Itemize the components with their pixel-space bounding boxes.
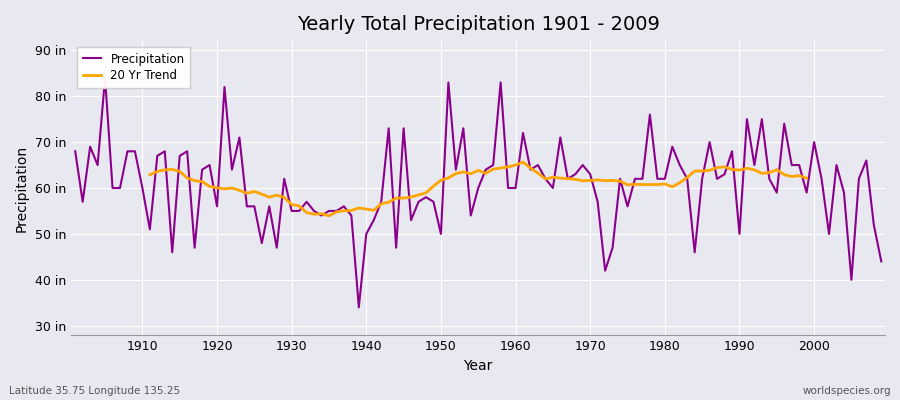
- Precipitation: [302, 199, 312, 204]
- Y-axis label: Precipitation: Precipitation: [15, 144, 29, 232]
- Precipitation: [876, 259, 886, 264]
- 20 Yr Trend: [518, 160, 528, 164]
- Precipitation: [346, 213, 356, 218]
- 20 Yr Trend: [324, 213, 335, 218]
- X-axis label: Year: Year: [464, 359, 493, 373]
- Precipitation: [70, 149, 81, 154]
- Precipitation: [518, 130, 528, 135]
- 20 Yr Trend: [212, 185, 222, 190]
- Precipitation: [137, 186, 148, 190]
- Precipitation: [100, 76, 111, 80]
- Text: worldspecies.org: worldspecies.org: [803, 386, 891, 396]
- Text: Latitude 35.75 Longitude 135.25: Latitude 35.75 Longitude 135.25: [9, 386, 180, 396]
- Precipitation: [525, 167, 535, 172]
- Line: Precipitation: Precipitation: [76, 78, 881, 307]
- Precipitation: [615, 176, 626, 181]
- Line: 20 Yr Trend: 20 Yr Trend: [150, 162, 806, 216]
- Title: Yearly Total Precipitation 1901 - 2009: Yearly Total Precipitation 1901 - 2009: [297, 15, 660, 34]
- 20 Yr Trend: [227, 186, 238, 190]
- 20 Yr Trend: [801, 176, 812, 180]
- 20 Yr Trend: [279, 195, 290, 200]
- 20 Yr Trend: [406, 194, 417, 199]
- 20 Yr Trend: [145, 172, 156, 177]
- 20 Yr Trend: [488, 167, 499, 172]
- 20 Yr Trend: [742, 166, 752, 171]
- Legend: Precipitation, 20 Yr Trend: Precipitation, 20 Yr Trend: [77, 47, 191, 88]
- Precipitation: [354, 305, 364, 310]
